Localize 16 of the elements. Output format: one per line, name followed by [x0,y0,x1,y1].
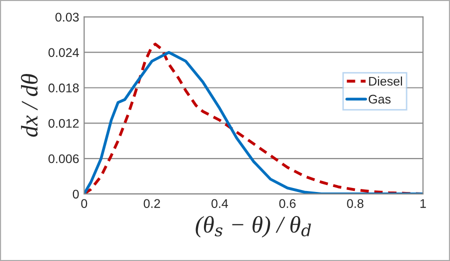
x-axis-title: (θ$_{s}$ − θ) / θ$_{d}$ [196,216,311,238]
y-tick-label: 0.03 [55,12,79,22]
legend-label: Gas [368,94,391,104]
y-tick-label: 0.018 [48,84,79,92]
y-tick-label: 0.012 [48,118,79,128]
x-tick-label: 1 [420,199,426,208]
x-tick-label: 0.2 [144,199,160,208]
legend-label: Diesel [369,76,402,86]
x-tick-label: 0.4 [211,199,228,208]
y-tick-label: 0 [72,190,79,199]
x-tick-label: 0 [81,199,88,208]
y-tick-label: 0.006 [48,154,79,164]
y-tick-label: 0.024 [48,48,79,58]
x-tick-label: 0.6 [279,199,296,208]
x-tick-label: 0.8 [347,199,364,208]
y-axis-title: dx / dθ [20,74,38,137]
